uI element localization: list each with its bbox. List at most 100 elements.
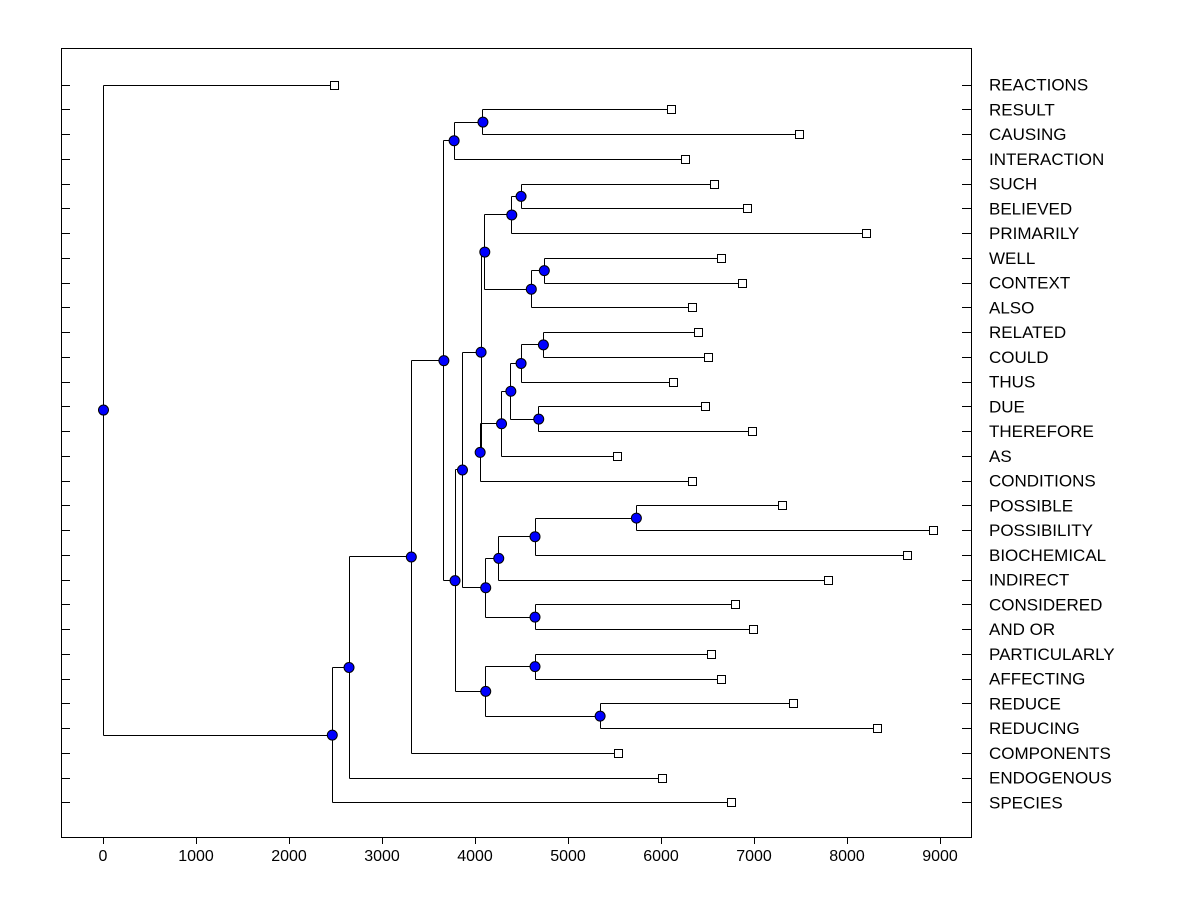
x-tick-label-8000: 8000 <box>829 848 865 865</box>
leaf-marker-indirect <box>824 576 833 585</box>
x-tick-label-6000: 6000 <box>643 848 679 865</box>
leaf-label-conditions: CONDITIONS <box>989 472 1096 491</box>
plot-frame <box>61 48 972 838</box>
leaf-marker-due <box>701 402 710 411</box>
leaf-label-well: WELL <box>989 249 1035 268</box>
leaf-marker-interaction <box>681 155 690 164</box>
leaf-label-primarily: PRIMARILY <box>989 224 1079 243</box>
leaf-marker-reducing <box>873 724 882 733</box>
node-marker-n28 <box>326 729 338 741</box>
x-tick-label-4000: 4000 <box>457 848 493 865</box>
leaf-label-possibility: POSSIBILITY <box>989 521 1093 540</box>
node-marker-n7 <box>479 246 491 258</box>
leaf-label-biochemical: BIOCHEMICAL <box>989 546 1106 565</box>
node-marker-n13 <box>474 446 486 458</box>
node-marker-n17 <box>493 552 505 564</box>
leaf-marker-related <box>694 328 703 337</box>
leaf-marker-possibility <box>929 526 938 535</box>
y-axis <box>61 85 971 803</box>
leaf-marker-such <box>710 180 719 189</box>
leaf-marker-and-or <box>749 625 758 634</box>
leaf-marker-affecting <box>717 675 726 684</box>
node-marker-n20 <box>456 464 468 476</box>
leaf-marker-also <box>688 303 697 312</box>
leaf-label-indirect: INDIRECT <box>989 571 1069 590</box>
node-marker-n2 <box>448 135 460 147</box>
leaf-marker-particularly <box>707 650 716 659</box>
leaf-marker-result <box>667 105 676 114</box>
leaf-label-such: SUCH <box>989 175 1037 194</box>
node-marker-n24 <box>449 575 461 587</box>
leaf-marker-thus <box>669 378 678 387</box>
leaf-label-endogenous: ENDOGENOUS <box>989 769 1112 788</box>
leaf-label-affecting: AFFECTING <box>989 670 1085 689</box>
x-tick-label-5000: 5000 <box>550 848 586 865</box>
x-tick-label-2000: 2000 <box>271 848 307 865</box>
leaf-marker-species <box>727 798 736 807</box>
node-marker-n18 <box>529 611 541 623</box>
leaf-label-as: AS <box>989 447 1012 466</box>
node-marker-n12 <box>496 418 508 430</box>
leaf-label-context: CONTEXT <box>989 274 1070 293</box>
leaf-marker-therefore <box>748 427 757 436</box>
node-marker-n16 <box>529 531 541 543</box>
leaf-marker-reactions <box>330 81 339 90</box>
leaf-label-believed: BELIEVED <box>989 199 1072 218</box>
node-marker-n27 <box>343 661 355 673</box>
leaf-label-species: SPECIES <box>989 793 1063 812</box>
leaf-marker-could <box>704 353 713 362</box>
leaf-marker-context <box>738 279 747 288</box>
node-marker-n21 <box>529 661 541 673</box>
leaf-label-reactions: REACTIONS <box>989 76 1088 95</box>
node-marker-n11 <box>505 385 517 397</box>
leaf-label-interaction: INTERACTION <box>989 150 1104 169</box>
leaf-marker-components <box>614 749 623 758</box>
node-marker-n9 <box>515 357 527 369</box>
leaf-label-related: RELATED <box>989 323 1066 342</box>
leaf-label-due: DUE <box>989 397 1025 416</box>
x-tick-label-3000: 3000 <box>364 848 400 865</box>
markers <box>98 81 938 807</box>
node-marker-n29 <box>98 404 109 416</box>
leaf-marker-well <box>717 254 726 263</box>
leaf-label-thus: THUS <box>989 373 1035 392</box>
x-tick-label-1000: 1000 <box>178 848 214 865</box>
leaf-label-also: ALSO <box>989 298 1034 317</box>
leaf-label-causing: CAUSING <box>989 125 1066 144</box>
x-tick-label-0: 0 <box>99 848 108 865</box>
x-tick-label-9000: 9000 <box>922 848 958 865</box>
node-marker-n1 <box>477 116 489 128</box>
x-axis: 0 1000 2000 3000 4000 5000 6000 7000 8000 9000 <box>99 837 958 865</box>
leaf-marker-reduce <box>789 699 798 708</box>
node-marker-n23 <box>480 685 492 697</box>
leaf-label-particularly: PARTICULARLY <box>989 645 1115 664</box>
leaf-marker-primarily <box>862 229 871 238</box>
leaf-marker-considered <box>731 600 740 609</box>
node-marker-n14 <box>475 346 487 358</box>
leaf-label-and-or: AND OR <box>989 620 1055 639</box>
node-marker-n25 <box>438 355 450 367</box>
leaf-label-result: RESULT <box>989 100 1055 119</box>
x-tick-label-7000: 7000 <box>736 848 772 865</box>
leaf-label-considered: CONSIDERED <box>989 595 1102 614</box>
leaf-labels: REACTIONS RESULT CAUSING INTERACTION SUCH BEL… <box>989 76 1115 813</box>
node-marker-n22 <box>594 710 606 722</box>
leaf-label-components: COMPONENTS <box>989 744 1111 763</box>
leaf-marker-biochemical <box>903 551 912 560</box>
leaf-marker-endogenous <box>658 774 667 783</box>
node-marker-n15 <box>630 512 642 524</box>
leaf-label-reducing: REDUCING <box>989 719 1080 738</box>
node-marker-n26 <box>405 551 417 563</box>
leaf-label-reduce: REDUCE <box>989 694 1061 713</box>
leaf-marker-causing <box>795 130 804 139</box>
node-marker-n4 <box>506 209 518 221</box>
leaf-label-possible: POSSIBLE <box>989 496 1073 515</box>
node-marker-n6 <box>525 283 537 295</box>
leaf-marker-as <box>613 452 622 461</box>
node-marker-n19 <box>480 582 492 594</box>
node-marker-n10 <box>533 413 545 425</box>
leaf-marker-conditions <box>688 477 697 486</box>
leaf-marker-believed <box>743 204 752 213</box>
node-marker-n5 <box>538 265 550 277</box>
